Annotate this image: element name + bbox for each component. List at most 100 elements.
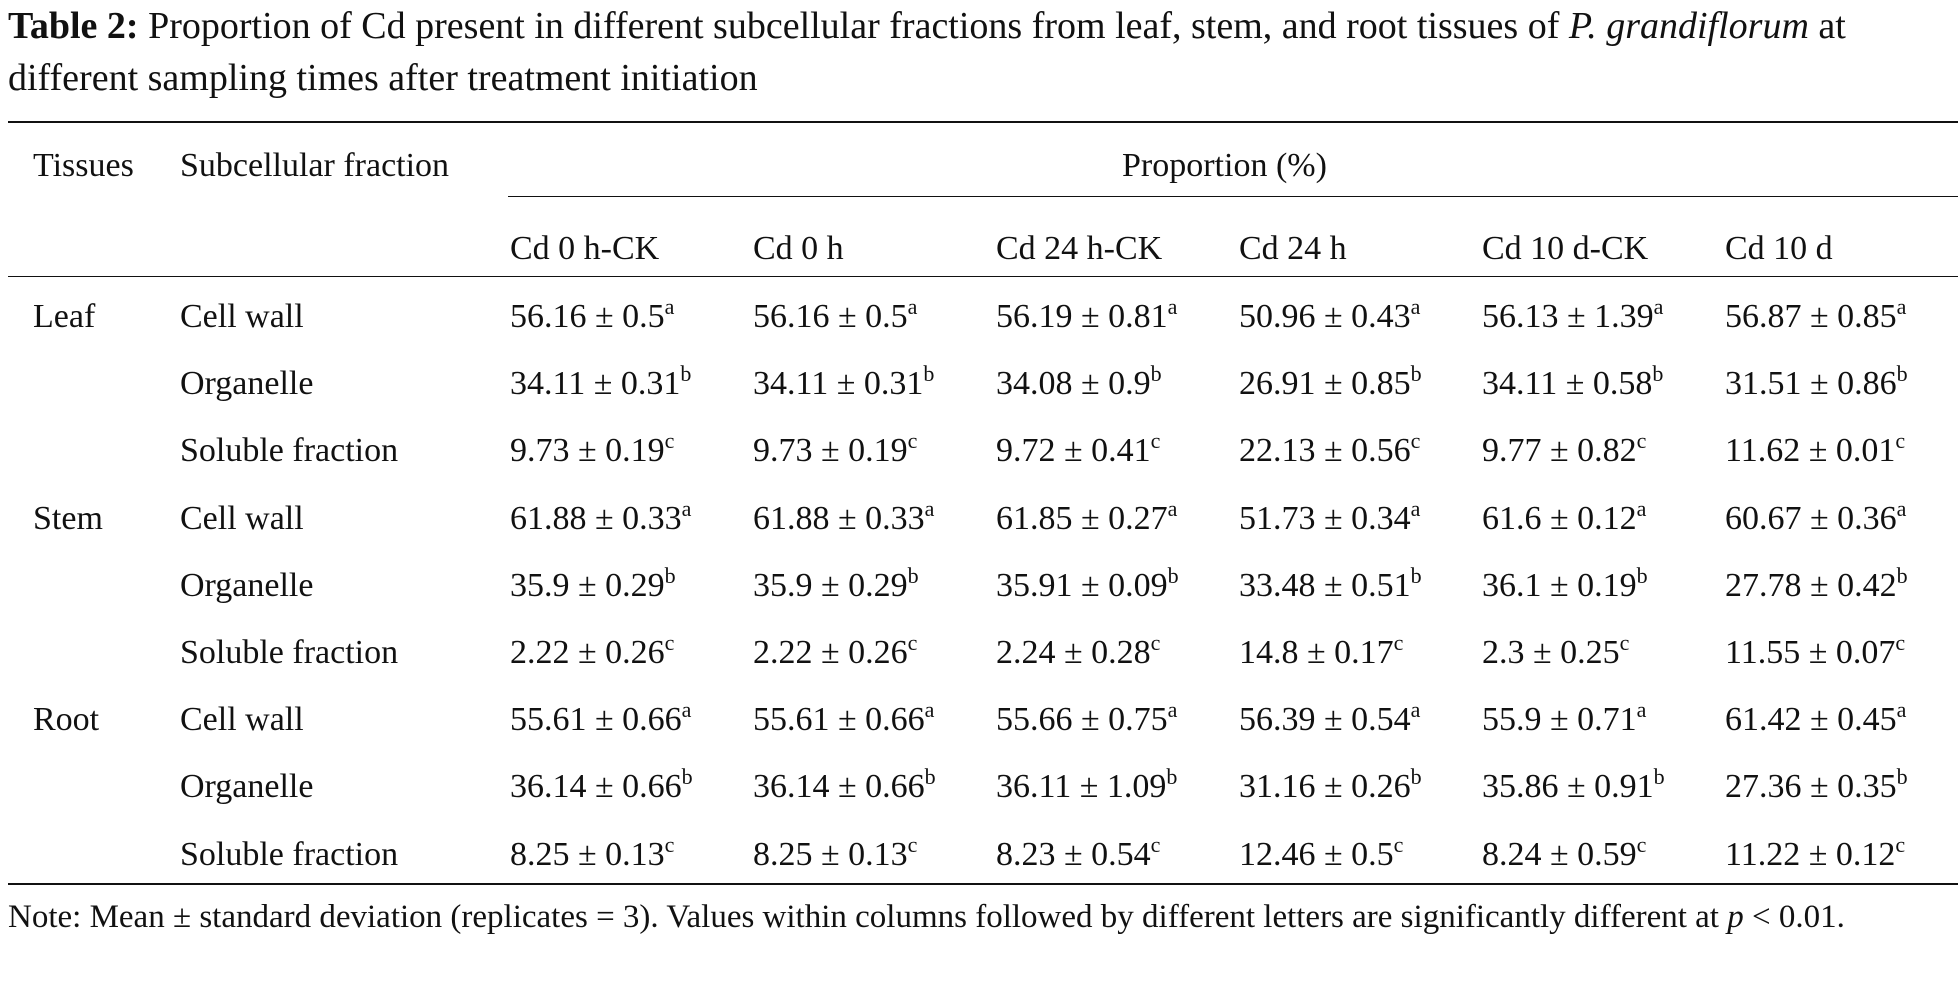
significance-letter: c (1150, 428, 1161, 453)
cell-value: 22.13 ± 0.56 (1239, 432, 1411, 469)
significance-letter: c (1619, 630, 1630, 655)
table-cell: 36.14 ± 0.66b (753, 764, 936, 807)
table-cell: 9.73 ± 0.19c (753, 430, 917, 471)
cell-value: 2.3 ± 0.25 (1482, 634, 1620, 671)
cell-value: 27.36 ± 0.35 (1725, 768, 1897, 805)
table-cell: 51.73 ± 0.34a (1239, 496, 1421, 539)
caption-text-end: at different sampling times after treatm… (8, 5, 1846, 99)
header-tissues: Tissues (33, 147, 134, 184)
cell-value: 8.25 ± 0.13 (510, 836, 665, 873)
significance-letter: b (664, 563, 676, 588)
table-cell: 56.39 ± 0.54a (1239, 697, 1421, 740)
cell-value: 61.88 ± 0.33 (753, 500, 925, 537)
cell-value: 11.62 ± 0.01 (1725, 432, 1896, 469)
table-cell: 34.11 ± 0.31b (510, 361, 692, 404)
table-cell: 34.11 ± 0.31b (753, 361, 935, 404)
significance-letter: a (1896, 496, 1907, 521)
significance-letter: c (1150, 832, 1161, 857)
significance-letter: a (924, 697, 935, 722)
table-cell: 35.9 ± 0.29b (510, 563, 676, 606)
cell-value: 56.13 ± 1.39 (1482, 298, 1654, 335)
cell-value: 55.66 ± 0.75 (996, 701, 1168, 738)
table-cell: 56.16 ± 0.5a (510, 296, 674, 337)
fraction-label: Organelle (180, 365, 314, 402)
cell-value: 34.11 ± 0.31 (510, 365, 681, 402)
table-cell: 27.36 ± 0.35b (1725, 766, 1908, 807)
table-cell: 2.24 ± 0.28c (996, 630, 1161, 673)
significance-letter: b (1896, 563, 1908, 588)
significance-letter: b (1636, 563, 1648, 588)
table-cell: 2.22 ± 0.26c (510, 632, 674, 673)
cell-value: 34.11 ± 0.31 (753, 365, 924, 402)
column-header: Cd 24 h (1239, 230, 1347, 267)
cell-value: 2.24 ± 0.28 (996, 634, 1151, 671)
significance-letter: b (924, 764, 936, 789)
fraction-label: Soluble fraction (180, 836, 399, 873)
table-cell: 61.6 ± 0.12a (1482, 496, 1647, 539)
significance-letter: a (1410, 496, 1421, 521)
cell-value: 11.55 ± 0.07 (1725, 634, 1896, 671)
column-header: Cd 0 h (753, 230, 844, 267)
table-cell: 12.46 ± 0.5c (1239, 832, 1404, 875)
significance-letter: c (1410, 428, 1421, 453)
cell-value: 36.14 ± 0.66 (510, 768, 682, 805)
cell-value: 61.42 ± 0.45 (1725, 701, 1897, 738)
top-rule (8, 121, 1958, 123)
significance-letter: c (1150, 630, 1161, 655)
significance-letter: b (680, 361, 692, 386)
significance-letter: a (1636, 496, 1647, 521)
cell-value: 26.91 ± 0.85 (1239, 365, 1411, 402)
cell-value: 27.78 ± 0.42 (1725, 567, 1897, 604)
table-cell: 35.9 ± 0.29b (753, 563, 919, 606)
note-p-symbol: p (1727, 899, 1744, 935)
cell-value: 56.39 ± 0.54 (1239, 701, 1411, 738)
cell-value: 60.67 ± 0.36 (1725, 500, 1897, 537)
cell-value: 55.61 ± 0.66 (510, 701, 682, 738)
significance-letter: b (1410, 563, 1422, 588)
cell-value: 61.6 ± 0.12 (1482, 500, 1637, 537)
tissue-label: Leaf (33, 298, 96, 335)
table-cell: 33.48 ± 0.51b (1239, 563, 1422, 606)
significance-letter: b (1167, 563, 1179, 588)
cell-value: 2.22 ± 0.26 (510, 634, 665, 671)
cell-value: 61.85 ± 0.27 (996, 500, 1168, 537)
cell-value: 35.9 ± 0.29 (753, 567, 908, 604)
significance-letter: c (1393, 630, 1404, 655)
significance-letter: c (1393, 832, 1404, 857)
header-rule (8, 276, 1958, 277)
table-cell: 36.14 ± 0.66b (510, 766, 693, 807)
table-cell: 61.88 ± 0.33a (753, 498, 934, 539)
header-subcellular-fraction: Subcellular fraction (180, 147, 450, 184)
table-cell: 55.61 ± 0.66a (753, 697, 935, 740)
significance-letter: a (907, 294, 918, 319)
significance-letter: b (907, 563, 919, 588)
species-name: P. grandiflorum (1568, 5, 1809, 47)
table-cell: 2.22 ± 0.26c (753, 632, 917, 673)
significance-letter: a (681, 697, 692, 722)
significance-letter: b (1652, 361, 1664, 386)
cell-value: 61.88 ± 0.33 (510, 500, 682, 537)
significance-letter: b (1410, 361, 1422, 386)
cell-value: 36.14 ± 0.66 (753, 768, 925, 805)
table-note: Note: Mean ± standard deviation (replica… (8, 893, 1958, 941)
caption-text: Proportion of Cd present in different su… (148, 5, 1560, 47)
tissue-label: Root (33, 701, 100, 738)
significance-letter: a (1896, 697, 1907, 722)
table-label: Table 2: (8, 5, 139, 47)
significance-letter: a (1653, 294, 1664, 319)
column-header: Cd 10 d-CK (1482, 230, 1649, 267)
significance-letter: b (923, 361, 935, 386)
table-cell: 11.55 ± 0.07c (1725, 632, 1905, 673)
cell-value: 56.16 ± 0.5 (753, 298, 908, 335)
table-cell: 35.91 ± 0.09b (996, 563, 1179, 606)
cell-value: 31.51 ± 0.86 (1725, 365, 1897, 402)
fraction-label: Cell wall (180, 701, 304, 738)
cell-value: 34.11 ± 0.58 (1482, 365, 1653, 402)
table-cell: 34.11 ± 0.58b (1482, 361, 1664, 404)
cell-value: 50.96 ± 0.43 (1239, 298, 1411, 335)
significance-letter: c (1895, 832, 1906, 857)
tissue-label: Stem (33, 500, 103, 537)
table-cell: 11.22 ± 0.12c (1725, 832, 1906, 875)
significance-letter: a (1410, 697, 1421, 722)
significance-letter: a (1636, 697, 1647, 722)
